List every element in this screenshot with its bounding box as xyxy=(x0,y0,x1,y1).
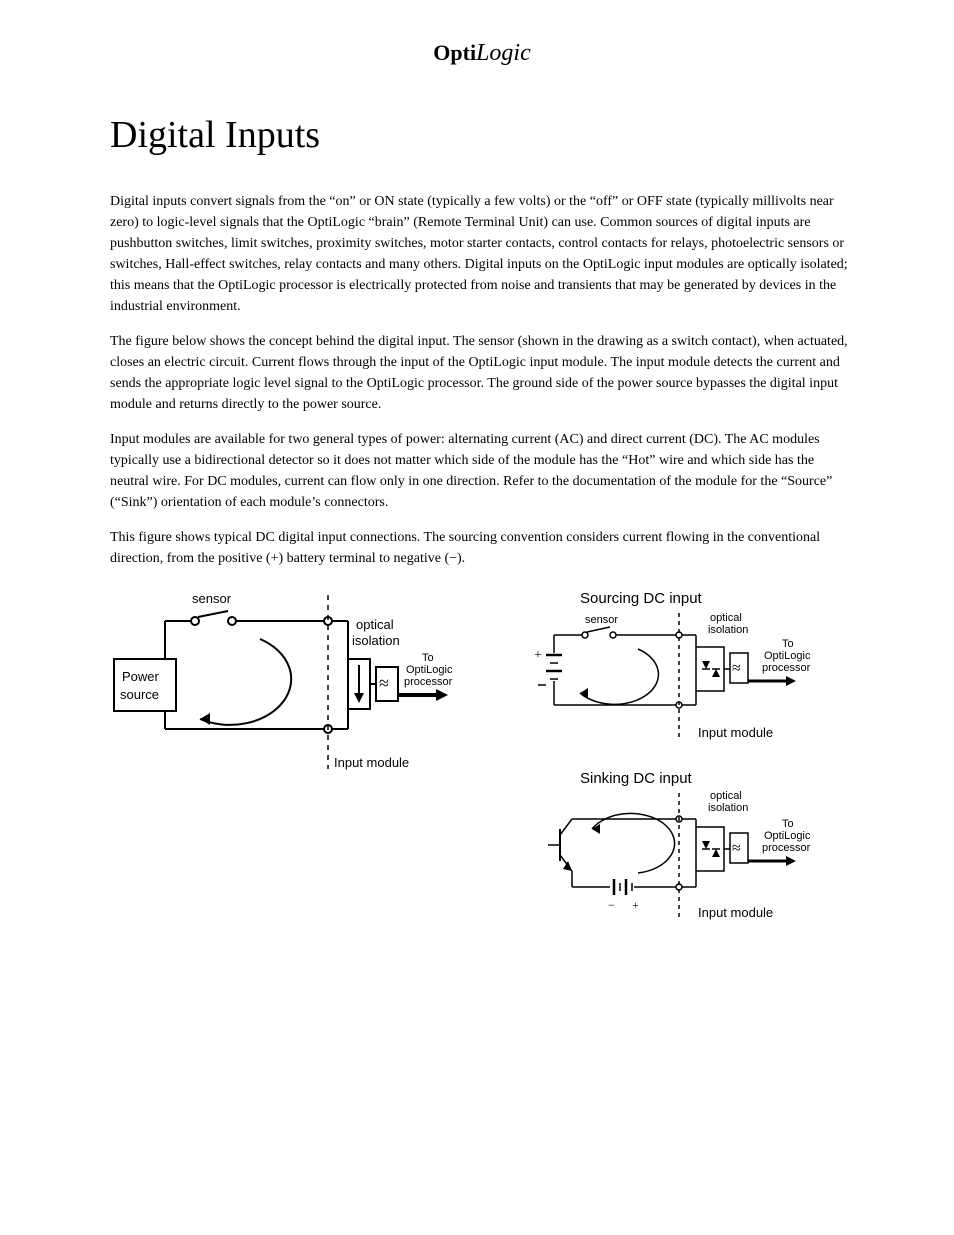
page: OptiLogic Digital Inputs Digital inputs … xyxy=(0,0,954,1235)
paragraph-2: The figure below shows the concept behin… xyxy=(110,331,854,415)
module-label: Input module xyxy=(334,755,409,770)
to-label-1: To xyxy=(422,652,434,664)
diagram-row: sensor Power source xyxy=(110,589,854,949)
right-diagram-column: Sourcing DC input sensor + xyxy=(520,589,850,949)
iso-label-2: isolation xyxy=(708,624,748,636)
module-label: Input module xyxy=(698,725,773,740)
paragraph-1: Digital inputs convert signals from the … xyxy=(110,191,854,317)
diagram-sinking-dc: Sinking DC input xyxy=(520,769,850,949)
to-label-1: To xyxy=(782,818,794,830)
sensor-label: sensor xyxy=(192,591,232,606)
paragraph-3: Input modules are available for two gene… xyxy=(110,429,854,513)
iso-label-2: isolation xyxy=(352,633,400,648)
minus-icon: − xyxy=(608,898,615,912)
iso-label-1: optical xyxy=(710,790,742,802)
diagram-generic-input: sensor Power source xyxy=(110,589,490,809)
iso-label-1: optical xyxy=(356,617,394,632)
module-label: Input module xyxy=(698,905,773,920)
plus-icon: + xyxy=(534,648,542,663)
to-label-1: To xyxy=(782,638,794,650)
sinking-title: Sinking DC input xyxy=(580,770,693,787)
iso-label-2: isolation xyxy=(708,802,748,814)
power-label-1: Power xyxy=(122,669,160,684)
sourcing-title: Sourcing DC input xyxy=(580,590,703,607)
to-label-3: processor xyxy=(762,842,811,854)
to-label-2: OptiLogic xyxy=(764,650,811,662)
diagram-sourcing-dc: Sourcing DC input sensor + xyxy=(520,589,850,769)
page-title: Digital Inputs xyxy=(110,113,854,157)
brand-script: Logic xyxy=(476,40,531,66)
paragraph-4: This figure shows typical DC digital inp… xyxy=(110,527,854,569)
to-label-3: processor xyxy=(404,676,453,688)
plus-icon: + xyxy=(632,898,639,912)
approx-icon: ≈ xyxy=(379,673,389,693)
sensor-label: sensor xyxy=(585,614,618,626)
to-label-2: OptiLogic xyxy=(764,830,811,842)
approx-icon: ≈ xyxy=(732,660,741,677)
approx-icon: ≈ xyxy=(732,840,741,857)
power-label-2: source xyxy=(120,687,159,702)
iso-label-1: optical xyxy=(710,612,742,624)
brand: OptiLogic xyxy=(110,40,854,67)
to-label-2: OptiLogic xyxy=(406,664,453,676)
brand-bold: Opti xyxy=(433,40,476,65)
to-label-3: processor xyxy=(762,662,811,674)
body-text: Digital inputs convert signals from the … xyxy=(110,191,854,569)
